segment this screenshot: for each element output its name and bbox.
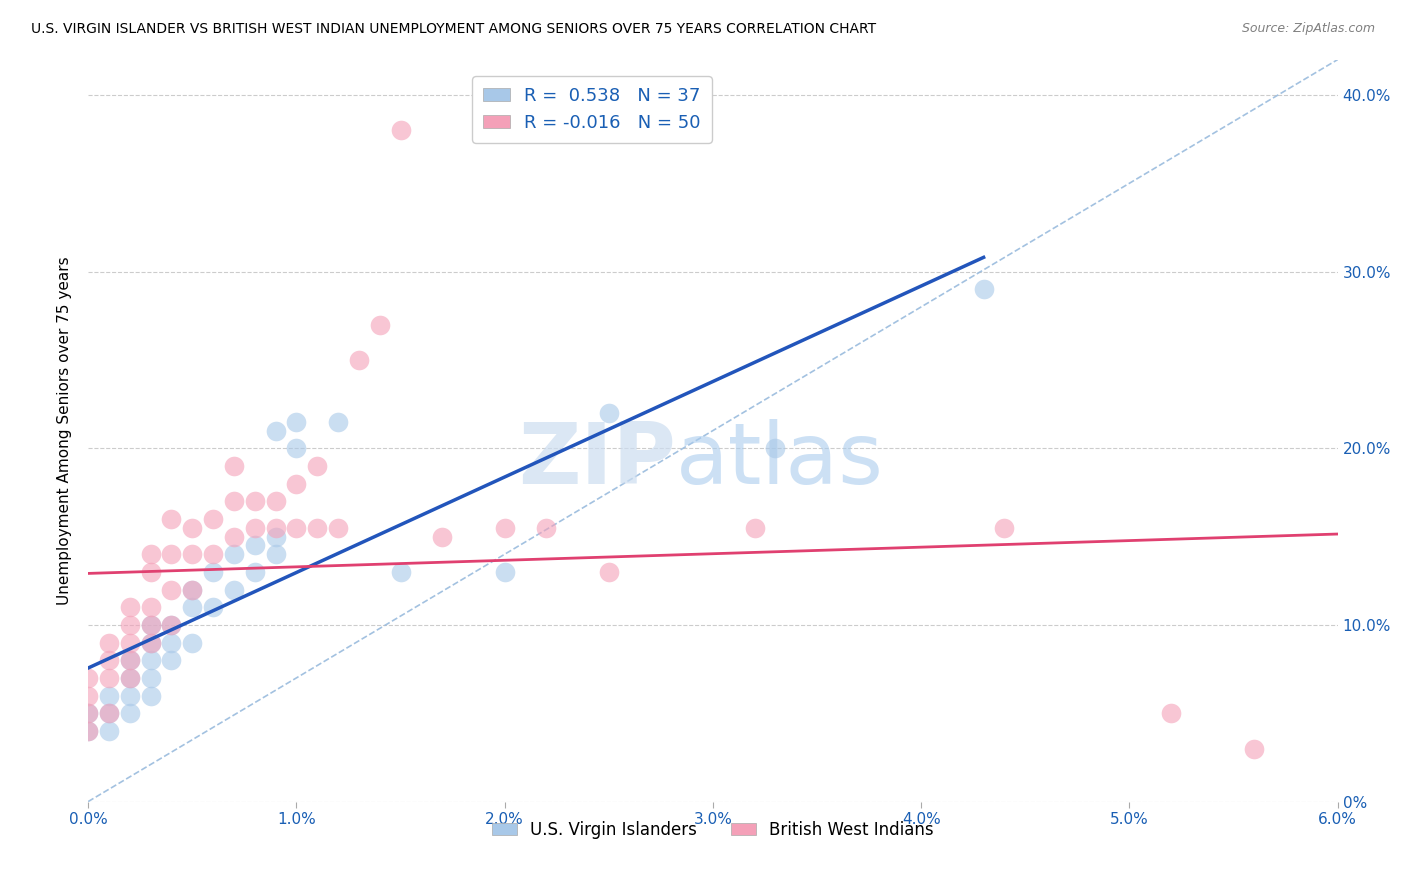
- Point: [264, 424, 287, 438]
- Point: [139, 671, 162, 685]
- Point: [389, 565, 412, 579]
- Point: [181, 582, 204, 597]
- Point: [118, 706, 141, 721]
- Point: [160, 512, 183, 526]
- Point: [160, 635, 183, 649]
- Point: [326, 521, 349, 535]
- Point: [98, 706, 121, 721]
- Point: [1243, 741, 1265, 756]
- Point: [202, 512, 225, 526]
- Point: [243, 565, 266, 579]
- Point: [536, 521, 558, 535]
- Point: [222, 458, 245, 473]
- Point: [77, 723, 100, 738]
- Text: Source: ZipAtlas.com: Source: ZipAtlas.com: [1241, 22, 1375, 36]
- Point: [160, 582, 183, 597]
- Point: [139, 618, 162, 632]
- Point: [326, 415, 349, 429]
- Point: [139, 689, 162, 703]
- Point: [222, 530, 245, 544]
- Point: [181, 635, 204, 649]
- Point: [389, 123, 412, 137]
- Point: [243, 494, 266, 508]
- Point: [307, 458, 329, 473]
- Point: [181, 547, 204, 561]
- Text: U.S. VIRGIN ISLANDER VS BRITISH WEST INDIAN UNEMPLOYMENT AMONG SENIORS OVER 75 Y: U.S. VIRGIN ISLANDER VS BRITISH WEST IND…: [31, 22, 876, 37]
- Point: [160, 618, 183, 632]
- Point: [77, 706, 100, 721]
- Point: [494, 565, 516, 579]
- Point: [264, 530, 287, 544]
- Point: [264, 494, 287, 508]
- Point: [98, 706, 121, 721]
- Point: [222, 582, 245, 597]
- Point: [160, 547, 183, 561]
- Point: [98, 653, 121, 667]
- Point: [973, 282, 995, 296]
- Point: [993, 521, 1015, 535]
- Point: [160, 618, 183, 632]
- Point: [307, 521, 329, 535]
- Point: [368, 318, 391, 332]
- Point: [222, 547, 245, 561]
- Point: [264, 547, 287, 561]
- Point: [181, 521, 204, 535]
- Point: [118, 653, 141, 667]
- Point: [98, 689, 121, 703]
- Point: [222, 494, 245, 508]
- Text: atlas: atlas: [675, 418, 883, 502]
- Point: [264, 521, 287, 535]
- Point: [285, 476, 308, 491]
- Point: [347, 353, 370, 368]
- Point: [243, 538, 266, 552]
- Point: [744, 521, 766, 535]
- Point: [77, 723, 100, 738]
- Point: [98, 723, 121, 738]
- Point: [118, 635, 141, 649]
- Legend: U.S. Virgin Islanders, British West Indians: U.S. Virgin Islanders, British West Indi…: [485, 814, 941, 846]
- Point: [1160, 706, 1182, 721]
- Point: [763, 442, 786, 456]
- Point: [202, 565, 225, 579]
- Point: [430, 530, 453, 544]
- Point: [77, 706, 100, 721]
- Point: [118, 689, 141, 703]
- Point: [139, 635, 162, 649]
- Point: [98, 671, 121, 685]
- Point: [181, 600, 204, 615]
- Text: ZIP: ZIP: [517, 418, 675, 502]
- Point: [118, 671, 141, 685]
- Point: [285, 521, 308, 535]
- Y-axis label: Unemployment Among Seniors over 75 years: Unemployment Among Seniors over 75 years: [58, 256, 72, 605]
- Point: [202, 547, 225, 561]
- Point: [202, 600, 225, 615]
- Point: [598, 406, 620, 420]
- Point: [139, 600, 162, 615]
- Point: [98, 635, 121, 649]
- Point: [118, 653, 141, 667]
- Point: [77, 689, 100, 703]
- Point: [494, 521, 516, 535]
- Point: [118, 618, 141, 632]
- Point: [139, 618, 162, 632]
- Point: [139, 635, 162, 649]
- Point: [160, 653, 183, 667]
- Point: [139, 653, 162, 667]
- Point: [77, 671, 100, 685]
- Point: [139, 547, 162, 561]
- Point: [285, 415, 308, 429]
- Point: [598, 565, 620, 579]
- Point: [243, 521, 266, 535]
- Point: [181, 582, 204, 597]
- Point: [118, 671, 141, 685]
- Point: [139, 565, 162, 579]
- Point: [285, 442, 308, 456]
- Point: [118, 600, 141, 615]
